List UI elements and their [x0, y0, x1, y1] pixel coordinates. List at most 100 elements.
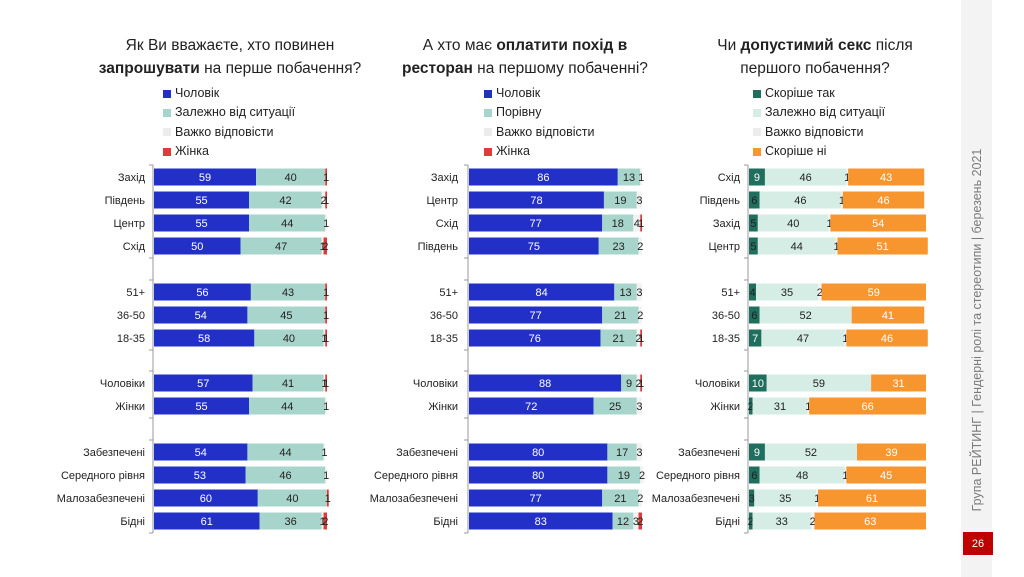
- data-label: 77: [529, 218, 541, 230]
- data-label: 4: [634, 218, 640, 230]
- data-label: 21: [614, 493, 626, 505]
- title-part: А хто має: [422, 37, 497, 54]
- data-label: 2: [322, 241, 328, 253]
- bar-segment: [749, 329, 762, 347]
- bar-segment: [749, 374, 767, 392]
- category-label: Малозабезпечені: [652, 493, 740, 505]
- category-label: 36-50: [430, 310, 458, 322]
- data-label: 2: [322, 516, 328, 528]
- data-label: 9: [626, 378, 632, 390]
- category-label: 18-35: [712, 333, 740, 345]
- legend-item: Залежно від ситуації: [163, 103, 295, 122]
- bar-segment: [245, 466, 326, 484]
- category-label: Бідні: [715, 516, 740, 528]
- data-label: 45: [880, 470, 892, 482]
- data-label: 59: [868, 287, 880, 299]
- bar-segment: [638, 306, 642, 324]
- data-label: 80: [532, 447, 544, 459]
- data-label: 35: [781, 287, 793, 299]
- data-label: 59: [813, 378, 825, 390]
- data-label: 77: [529, 493, 541, 505]
- bar-segment: [633, 214, 641, 232]
- data-label: 56: [196, 287, 208, 299]
- data-label: 61: [201, 516, 213, 528]
- bar-segment: [598, 237, 639, 255]
- data-label: 2: [748, 516, 754, 528]
- legend-swatch: [163, 128, 171, 137]
- data-label: 13: [619, 287, 631, 299]
- data-label: 54: [195, 447, 207, 459]
- bar-segment: [469, 191, 604, 209]
- title-part: після: [871, 37, 913, 54]
- category-label: 51+: [126, 287, 145, 299]
- chart-title: Чи допустимий секс після першого побаченн…: [690, 34, 940, 80]
- bar-segment: [841, 191, 843, 209]
- data-label: 31: [892, 378, 904, 390]
- category-label: Центр: [709, 241, 741, 253]
- data-label: 52: [800, 310, 812, 322]
- bar-segment: [749, 237, 758, 255]
- data-label: 77: [529, 310, 541, 322]
- bar-segment: [257, 489, 327, 507]
- bar-segment: [607, 443, 637, 461]
- category-label: 51+: [439, 287, 458, 299]
- title-part: першого побачення?: [740, 60, 890, 77]
- bar-segment: [809, 397, 926, 415]
- data-label: 84: [536, 287, 548, 299]
- data-label: 55: [195, 218, 207, 230]
- category-label: Південь: [700, 195, 741, 207]
- data-label: 21: [614, 310, 626, 322]
- bar-segment: [638, 512, 642, 530]
- data-label: 46: [279, 470, 291, 482]
- category-label: Бідні: [433, 516, 458, 528]
- data-label: 58: [198, 333, 210, 345]
- data-label: 5: [750, 241, 756, 253]
- data-label: 2: [637, 241, 643, 253]
- title-part: ресторан: [402, 60, 473, 77]
- bar-segment: [837, 237, 928, 255]
- category-label: Центр: [114, 218, 146, 230]
- category-label: 18-35: [117, 333, 145, 345]
- bar-segment: [749, 397, 753, 415]
- legend-label: Жінка: [175, 143, 209, 158]
- bar-segment: [749, 168, 765, 186]
- bar-segment: [816, 489, 819, 507]
- data-label: 88: [539, 378, 551, 390]
- bar-segment: [252, 374, 324, 392]
- data-label: 9: [754, 172, 760, 184]
- data-label: 76: [529, 333, 541, 345]
- data-label: 3: [636, 401, 642, 413]
- category-label: 18-35: [430, 333, 458, 345]
- legend-label: Залежно від ситуації: [175, 105, 296, 120]
- bar-segment: [602, 489, 639, 507]
- data-label: 50: [191, 241, 203, 253]
- data-label: 54: [872, 218, 884, 230]
- data-label: 2: [810, 516, 816, 528]
- bar-segment: [325, 397, 327, 415]
- bar-segment: [621, 374, 637, 392]
- title-part: допустимий секс: [740, 37, 872, 54]
- data-label: 1: [638, 218, 644, 230]
- category-label: Центр: [427, 195, 459, 207]
- data-label: 40: [285, 172, 297, 184]
- bar-segment: [325, 214, 327, 232]
- bar-segment: [828, 214, 831, 232]
- legend-swatch: [163, 108, 171, 117]
- bar-segment: [636, 397, 642, 415]
- data-label: 1: [323, 195, 329, 207]
- bar-segment: [154, 512, 260, 530]
- bar-segment: [752, 397, 808, 415]
- bar-segment: [325, 283, 327, 301]
- category-label: Забезпечені: [83, 447, 145, 459]
- data-label: 4: [749, 287, 755, 299]
- bar-segment: [640, 374, 642, 392]
- data-label: 2: [639, 470, 645, 482]
- data-label: 1: [839, 195, 845, 207]
- sidebar-caption-wrap: Група РЕЙТИНГ | Гендерні ролі та стереот…: [961, 0, 992, 520]
- legend-label: Залежно від ситуації: [765, 105, 886, 120]
- data-label: 66: [861, 401, 873, 413]
- bar-segment: [469, 374, 622, 392]
- bar-segment: [851, 306, 925, 324]
- data-label: 6: [751, 470, 757, 482]
- data-label: 75: [528, 241, 540, 253]
